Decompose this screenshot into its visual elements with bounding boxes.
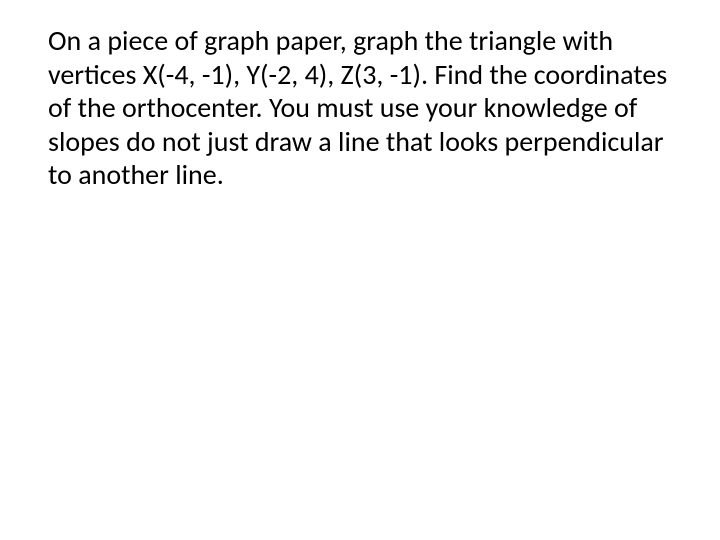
problem-statement: On a piece of graph paper, graph the tri… <box>48 24 672 192</box>
slide: On a piece of graph paper, graph the tri… <box>0 0 720 540</box>
